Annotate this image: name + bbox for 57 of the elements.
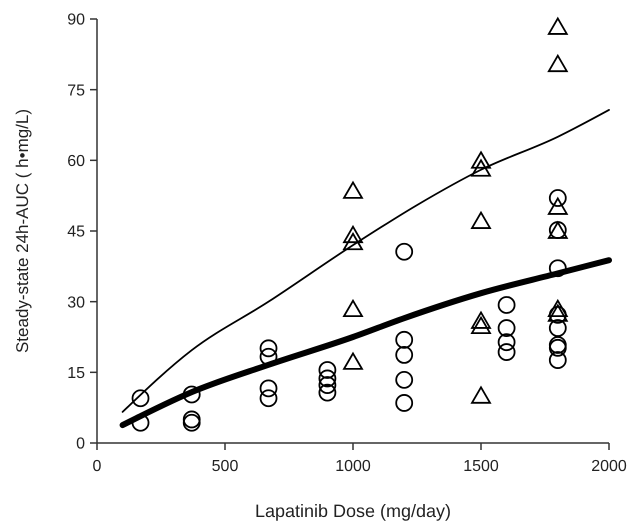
point bbox=[318, 361, 336, 379]
point bbox=[260, 339, 278, 358]
x-tick-label: 1500 bbox=[463, 458, 499, 475]
point bbox=[132, 389, 150, 408]
x-tick-label: 0 bbox=[92, 458, 102, 475]
point bbox=[343, 300, 363, 318]
point bbox=[471, 212, 491, 229]
point bbox=[343, 182, 363, 199]
point bbox=[318, 376, 336, 394]
point bbox=[395, 394, 414, 412]
point bbox=[132, 414, 150, 432]
point bbox=[471, 316, 491, 334]
y-tick-label: 75 bbox=[67, 82, 86, 100]
point bbox=[318, 370, 336, 388]
point bbox=[548, 189, 567, 207]
point bbox=[260, 379, 278, 398]
point bbox=[498, 319, 516, 337]
point bbox=[395, 346, 414, 364]
point bbox=[548, 336, 567, 354]
point bbox=[548, 319, 567, 337]
point bbox=[395, 330, 414, 349]
line-series bbox=[122, 109, 610, 413]
y-tick-label: 90 bbox=[67, 12, 86, 29]
point bbox=[318, 384, 336, 402]
point bbox=[471, 159, 491, 177]
point bbox=[260, 389, 278, 408]
point bbox=[471, 151, 491, 169]
y-tick-label: 0 bbox=[76, 436, 86, 453]
point bbox=[498, 296, 516, 314]
point bbox=[548, 338, 567, 357]
point bbox=[498, 333, 516, 352]
x-axis-title: Lapatinib Dose (mg/day) bbox=[254, 501, 452, 521]
point bbox=[548, 351, 567, 369]
x-tick-label: 500 bbox=[212, 458, 238, 475]
point bbox=[343, 352, 363, 370]
y-tick-label: 45 bbox=[67, 224, 86, 241]
point bbox=[471, 312, 491, 329]
point bbox=[182, 414, 201, 432]
point bbox=[343, 226, 363, 244]
point bbox=[548, 18, 568, 35]
y-axis-title: Steady-state 24h-AUC ( h•mg/L) bbox=[13, 108, 32, 354]
point bbox=[182, 410, 201, 428]
point bbox=[395, 242, 414, 261]
x-tick-label: 2000 bbox=[591, 458, 627, 475]
point bbox=[548, 54, 568, 72]
point bbox=[498, 343, 516, 361]
point bbox=[548, 300, 568, 318]
point bbox=[395, 370, 414, 389]
y-tick-label: 15 bbox=[67, 364, 86, 382]
y-tick-label: 30 bbox=[67, 294, 86, 312]
point bbox=[548, 198, 568, 215]
point bbox=[343, 232, 363, 250]
point bbox=[182, 386, 201, 404]
x-tick-label: 1000 bbox=[335, 458, 371, 475]
point bbox=[548, 259, 567, 278]
point bbox=[260, 348, 278, 366]
y-tick-label: 60 bbox=[67, 152, 86, 170]
